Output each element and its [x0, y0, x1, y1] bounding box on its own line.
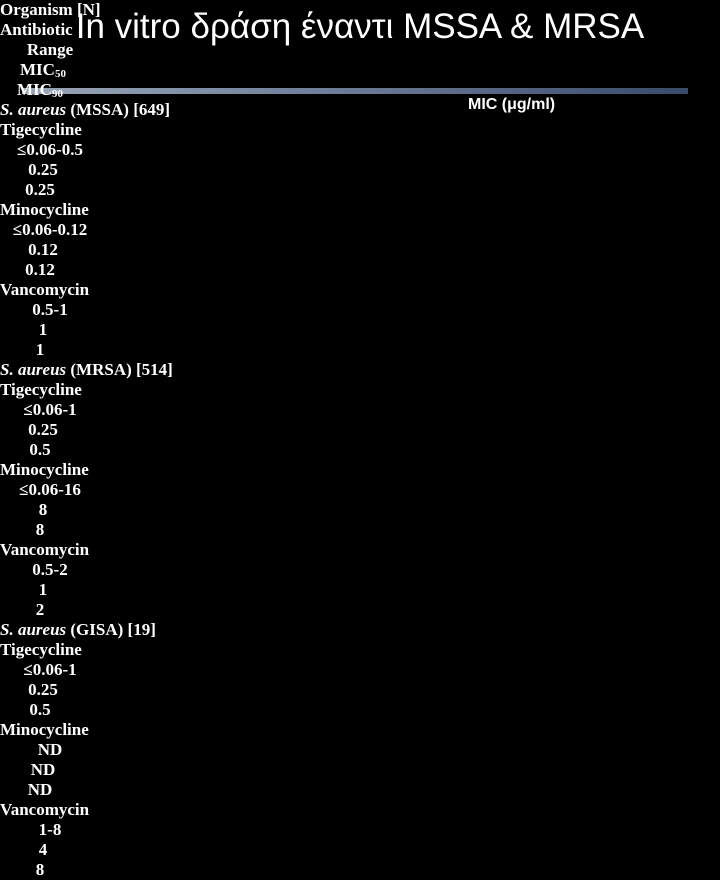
table-cell: 1 [35, 340, 45, 359]
table-cell: 0.5-1 [32, 300, 68, 319]
header-subscript: 90 [51, 88, 63, 100]
table-cell: 1-8 [38, 820, 62, 839]
slide-title: In vitro δράση έναντι MSSA & MRSA [75, 7, 645, 46]
antibiotic: Tigecycline [0, 640, 82, 659]
header-text: MIC [20, 60, 55, 79]
table-cell: ≤0.06-16 [19, 480, 81, 499]
table-cell: ≤0.06-0.5 [17, 140, 83, 159]
table-cell: 0.5-2 [32, 560, 68, 579]
table-cell: 0.25 [25, 180, 55, 199]
organism-cell: S. aureus (MRSA) [514] [0, 360, 210, 380]
table-cell: 0.5 [29, 440, 51, 459]
table-cell: ND [30, 760, 56, 779]
header-text: Range [26, 40, 74, 59]
table-cell: 8 [38, 500, 48, 519]
antibiotic: Vancomycin [0, 540, 90, 559]
column-header: Antibiotic [0, 20, 120, 40]
column-header: MIC90 [0, 80, 80, 100]
strain: (GISA) [19] [70, 620, 156, 639]
antibiotic: Tigecycline [0, 120, 82, 139]
species: S. aureus [0, 100, 67, 119]
column-header: MIC50 [0, 60, 86, 80]
strain: (MRSA) [514] [70, 360, 173, 379]
table-cell: ND [37, 740, 63, 759]
antibiotic: Vancomycin [0, 800, 90, 819]
header-subscript: 50 [54, 68, 66, 80]
table-cell: 0.12 [28, 240, 58, 259]
table-cell: 8 [35, 520, 45, 539]
table-cell: 0.25 [28, 420, 58, 439]
table-cell: 8 [35, 860, 45, 879]
antibiotic: Minocycline [0, 720, 89, 739]
table-cell: ≤0.06-1 [23, 660, 77, 679]
table-cell: 0.12 [25, 260, 55, 279]
slide: In vitro δράση έναντι MSSA & MRSA MIC (μ… [0, 0, 688, 879]
header-text: MIC [17, 80, 52, 99]
table-cell: 0.25 [28, 680, 58, 699]
table-cell: 1 [38, 580, 48, 599]
species: S. aureus [0, 360, 67, 379]
antibiotic: Vancomycin [0, 280, 90, 299]
table-cell: 1 [38, 320, 48, 339]
table-cell: 0.5 [29, 700, 51, 719]
header-text: Organism [N] [0, 0, 101, 19]
antibiotic: Tigecycline [0, 380, 82, 399]
antibiotic: Minocycline [0, 200, 89, 219]
header-text: Antibiotic [0, 20, 73, 39]
strain: (MSSA) [649] [70, 100, 171, 119]
table-cell: ≤0.06-1 [23, 400, 77, 419]
antibiotic: Minocycline [0, 460, 89, 479]
column-header: Range [0, 40, 100, 60]
table-cell: 4 [38, 840, 48, 859]
table-cell: 0.25 [28, 160, 58, 179]
table-cell: ≤0.06-0.12 [12, 220, 88, 239]
species: S. aureus [0, 620, 67, 639]
table-cell: ND [27, 780, 53, 799]
organism-cell: S. aureus (MSSA) [649] [0, 100, 210, 120]
table: Organism [N] Antibiotic Range MIC50 MIC90 S. … [0, 0, 210, 879]
table-cell: 2 [35, 600, 45, 619]
organism-cell: S. aureus (GISA) [19] [0, 620, 210, 640]
unit-note: MIC (μg/ml) [468, 96, 556, 113]
column-header: Organism [N] [0, 0, 210, 20]
title-rule [22, 88, 688, 94]
